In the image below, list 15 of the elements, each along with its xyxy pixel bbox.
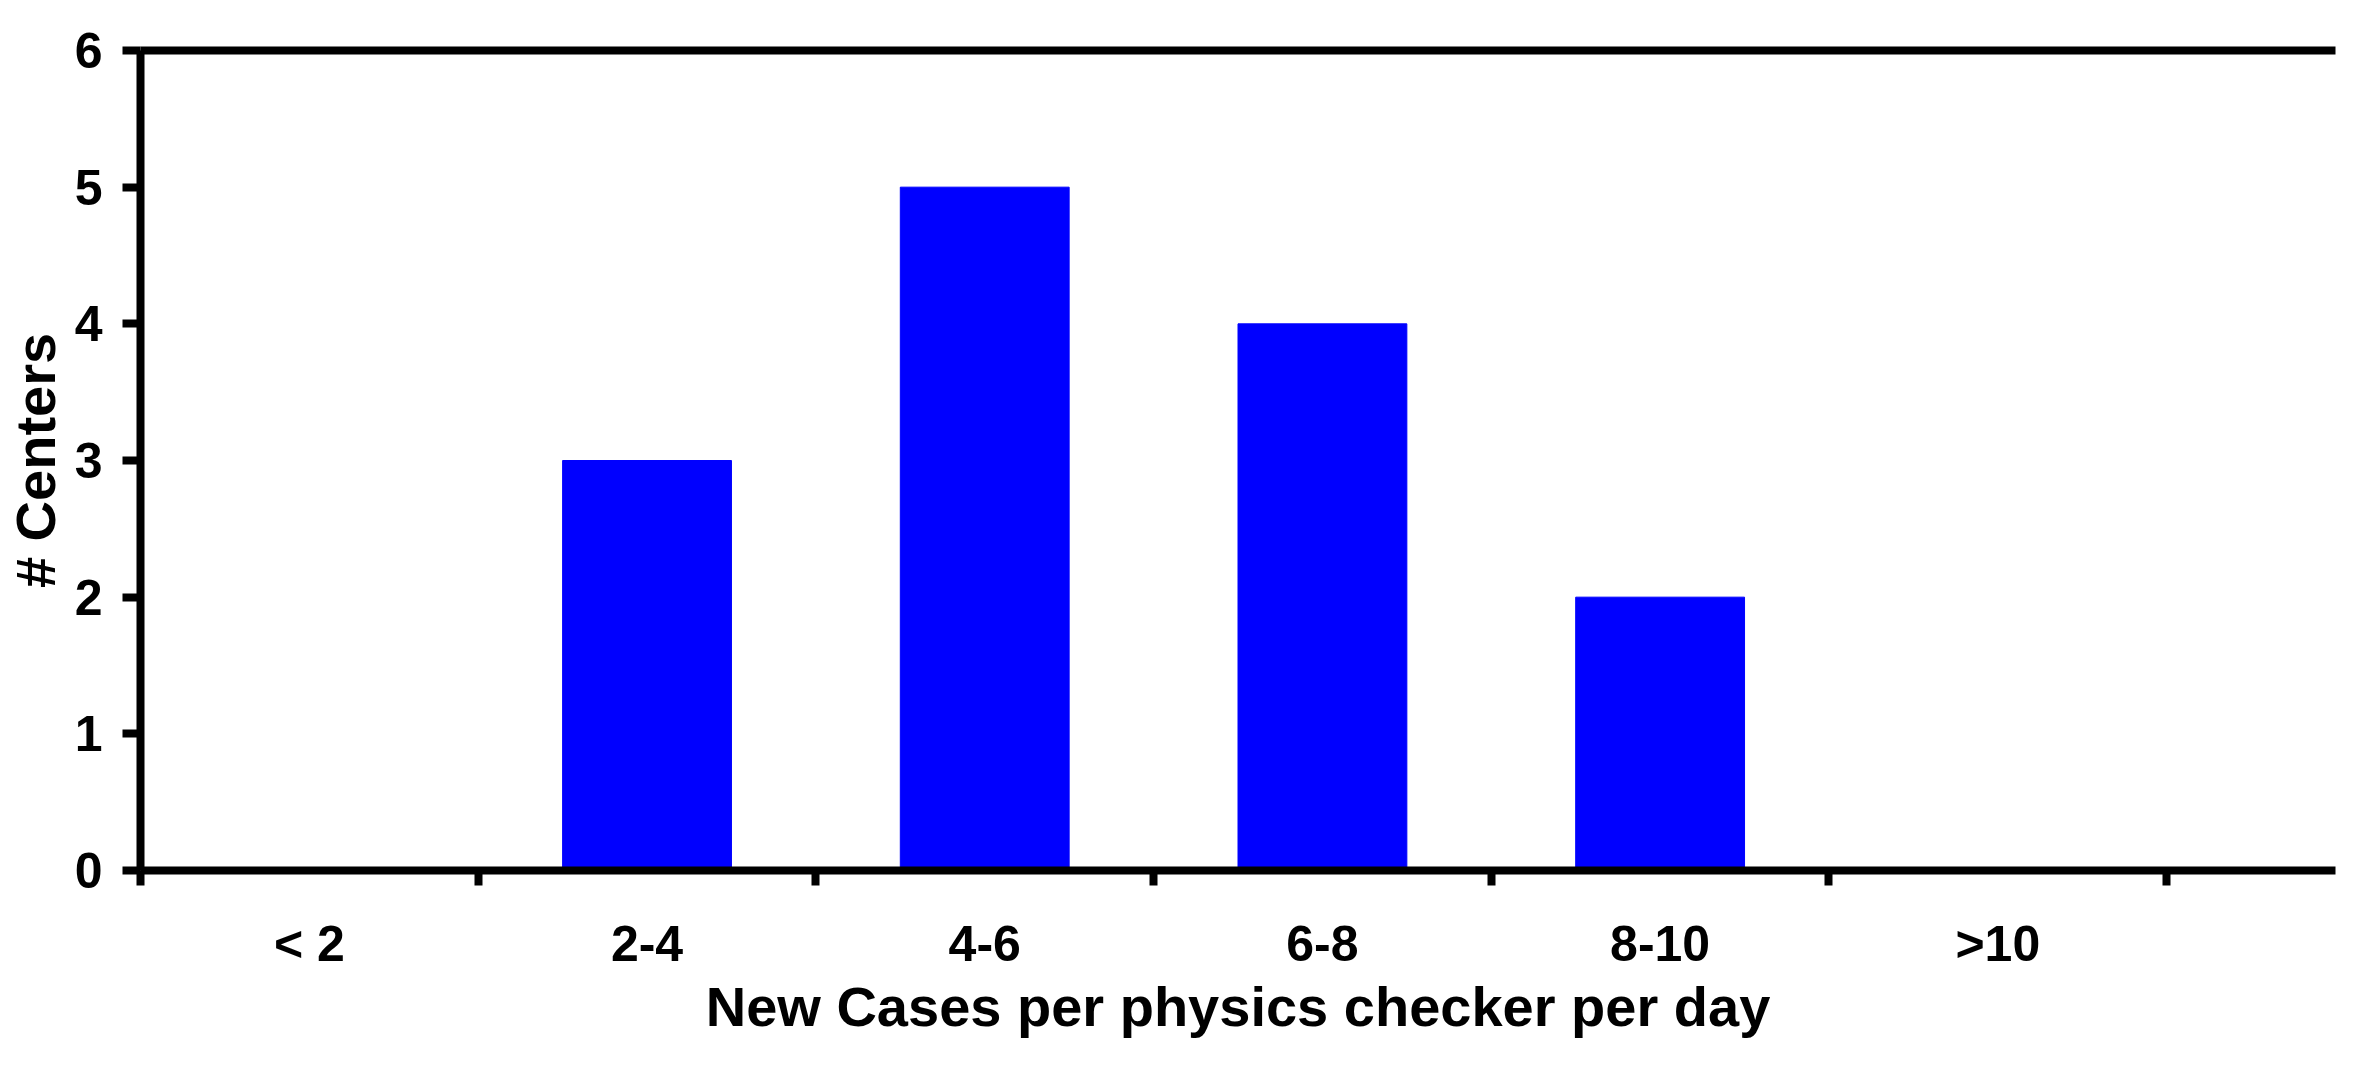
- x-axis-title: New Cases per physics checker per day: [705, 974, 1771, 1038]
- y-tick-label: 6: [74, 23, 103, 79]
- x-tick-label: 4-6: [948, 915, 1021, 972]
- y-axis-title: # Centers: [3, 332, 67, 589]
- y-tick-label: 4: [74, 296, 103, 353]
- x-tick-label: 8-10: [1610, 915, 1711, 972]
- y-tick-label: 2: [74, 569, 103, 626]
- y-tick-label: 3: [74, 433, 103, 489]
- x-tick-label: 6-8: [1286, 915, 1359, 972]
- x-tick-label: >10: [1955, 915, 2041, 972]
- y-tick-label: 1: [74, 706, 103, 763]
- x-tick-label: < 2: [273, 915, 345, 972]
- y-tick-label: 5: [74, 159, 103, 216]
- x-tick-label: 2-4: [610, 915, 684, 972]
- y-tick-label: 0: [74, 843, 103, 899]
